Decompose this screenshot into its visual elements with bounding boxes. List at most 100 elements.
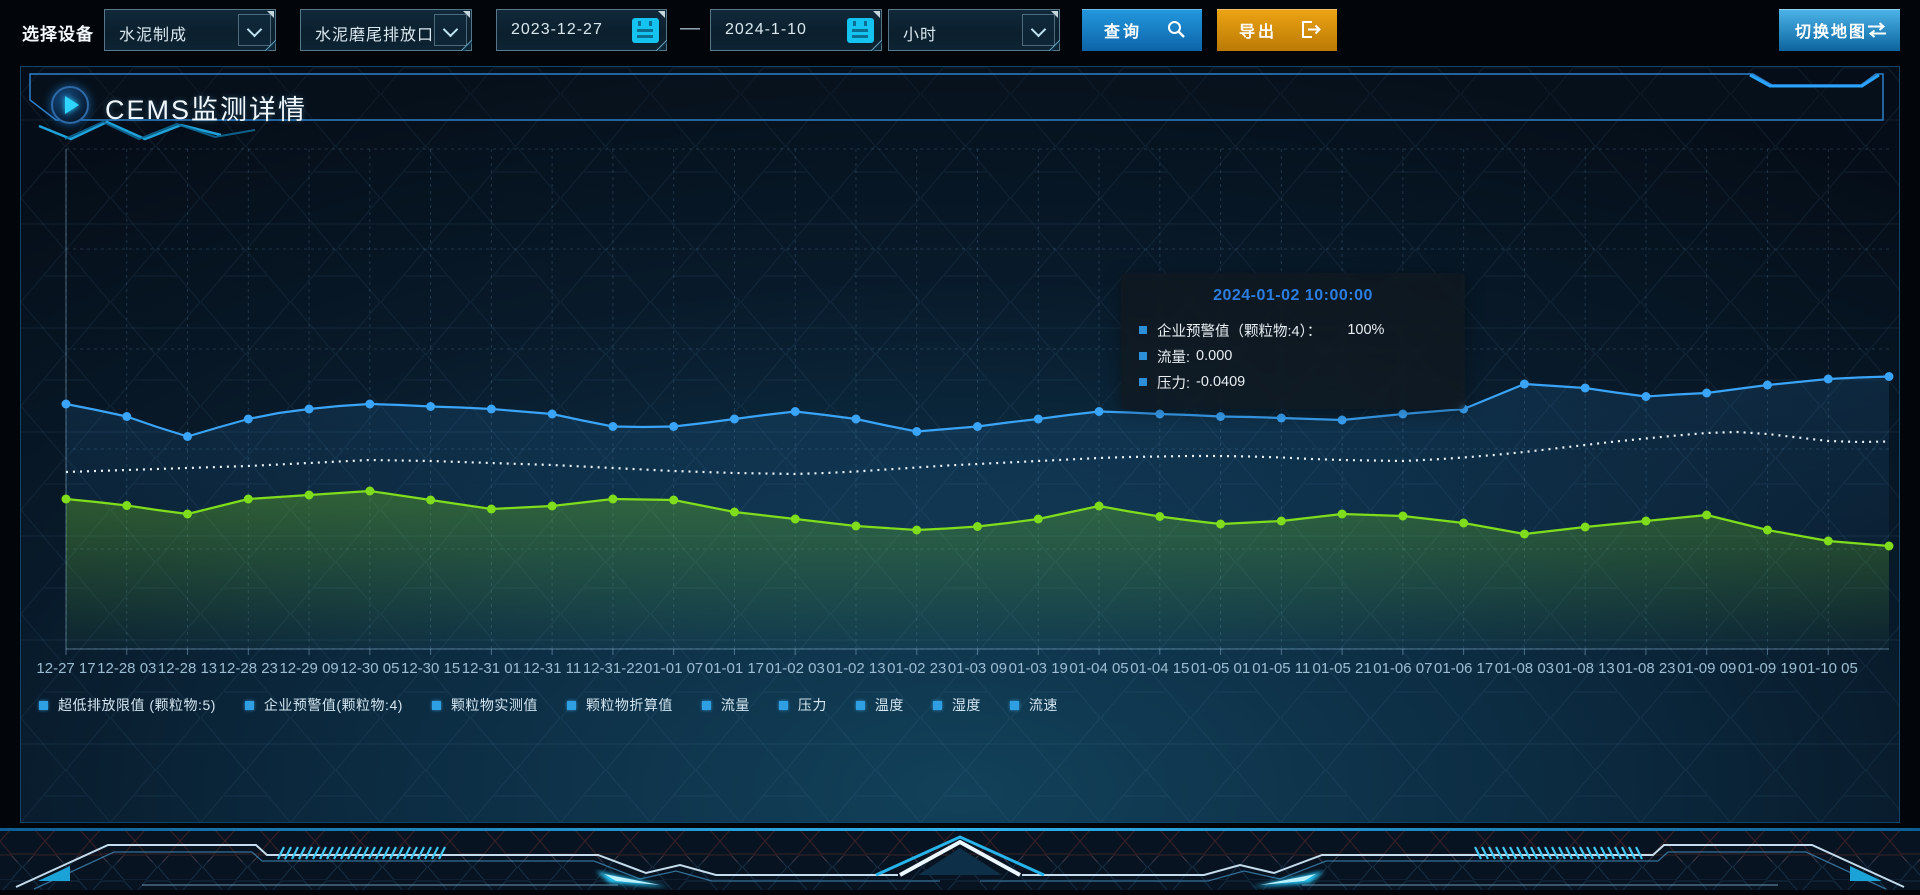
tooltip-label: 流量: xyxy=(1157,349,1191,366)
x-axis-label: 12-28 13 xyxy=(158,660,217,677)
legend-marker xyxy=(1009,700,1019,710)
switch-map-button[interactable]: 切换地图 xyxy=(1779,9,1900,51)
date-range-separator: — xyxy=(680,17,700,39)
tooltip-series-marker xyxy=(1139,378,1147,386)
chevron-down-icon[interactable] xyxy=(238,14,271,46)
play-icon[interactable] xyxy=(51,86,89,124)
x-axis-label: 01-05 01 xyxy=(1191,660,1250,677)
query-button-label: 查询 xyxy=(1104,24,1143,41)
tooltip-row: 企业预警值（颗粒物:4）： 100% xyxy=(1139,317,1447,343)
legend-label: 流量 xyxy=(720,697,750,713)
x-axis-label: 12-31 01 xyxy=(462,660,521,677)
interval-select[interactable]: 小时 xyxy=(888,9,1060,51)
legend-label: 压力 xyxy=(797,697,827,713)
x-axis-label: 12-28 23 xyxy=(219,660,278,677)
hud-border-graphic xyxy=(0,828,1920,890)
export-button-label: 导出 xyxy=(1239,24,1278,41)
device-category-select[interactable]: 水泥制成 xyxy=(104,9,276,51)
x-axis-label: 01-06 17 xyxy=(1434,660,1493,677)
legend-label: 企业预警值(颗粒物:4) xyxy=(263,697,403,713)
x-axis-label: 01-05 11 xyxy=(1252,660,1310,677)
start-date-input[interactable]: 2023-12-27 xyxy=(496,9,667,51)
swap-arrows-icon xyxy=(1866,21,1888,44)
tooltip-label: 压力: xyxy=(1157,375,1191,392)
x-axis-label: 01-01 17 xyxy=(705,660,764,677)
legend-marker xyxy=(701,700,711,710)
device-select-label: 选择设备 xyxy=(22,25,94,44)
legend-item[interactable]: 压力 xyxy=(778,695,827,715)
tooltip-series-marker xyxy=(1139,352,1147,360)
tooltip-value: 100% xyxy=(1347,322,1385,338)
x-axis-label: 01-06 07 xyxy=(1373,660,1432,677)
panel-title: CEMS监测详情 xyxy=(105,95,308,125)
tooltip-row: 流量: 0.000 xyxy=(1139,343,1447,369)
x-axis-label: 12-30 15 xyxy=(401,660,460,677)
x-axis-label: 01-03 09 xyxy=(948,660,1007,677)
chart-legend: 超低排放限值 (颗粒物:5) 企业预警值(颗粒物:4) 颗粒物实测值 颗粒物折算值 流量… xyxy=(39,695,1058,715)
x-axis-label: 12-31-22 xyxy=(583,660,643,677)
x-axis-label: 01-04 05 xyxy=(1069,660,1128,677)
start-date-value: 2023-12-27 xyxy=(511,21,603,38)
legend-marker xyxy=(855,700,865,710)
calendar-icon[interactable] xyxy=(847,17,874,49)
end-date-input[interactable]: 2024-1-10 xyxy=(710,9,882,51)
legend-item[interactable]: 流量 xyxy=(701,695,750,715)
search-icon xyxy=(1167,20,1186,44)
legend-item[interactable]: 超低排放限值 (颗粒物:5) xyxy=(39,695,216,715)
legend-marker xyxy=(932,700,942,710)
x-axis-label: 01-09 09 xyxy=(1677,660,1736,677)
chevron-down-icon[interactable] xyxy=(434,14,467,46)
line-chart[interactable]: 12-27 17 12-28 03 12-28 13 12-28 23 12-29 09… xyxy=(21,67,1899,692)
legend-item[interactable]: 颗粒物折算值 xyxy=(566,695,673,715)
x-axis-label: 01-05 21 xyxy=(1312,660,1371,677)
calendar-icon[interactable] xyxy=(632,17,659,49)
legend-marker xyxy=(431,700,441,710)
toolbar: 选择设备 水泥制成 水泥磨尾排放口 2023-12-27 — 2024-1-10… xyxy=(0,0,1920,58)
tooltip-value: -0.0409 xyxy=(1196,374,1246,390)
x-axis-label: 01-08 23 xyxy=(1616,660,1675,677)
tooltip-label: 企业预警值（颗粒物:4）： xyxy=(1157,323,1322,340)
outlet-value: 水泥磨尾排放口 xyxy=(315,27,435,44)
x-axis-label: 01-09 19 xyxy=(1738,660,1797,677)
export-button[interactable]: 导出 xyxy=(1217,9,1337,51)
x-axis-label: 12-30 05 xyxy=(340,660,399,677)
legend-item[interactable]: 流速 xyxy=(1009,695,1058,715)
x-axis-label: 12-27 17 xyxy=(36,660,95,677)
legend-item[interactable]: 颗粒物实测值 xyxy=(431,695,538,715)
legend-label: 流速 xyxy=(1028,697,1058,713)
tooltip-rows: 企业预警值（颗粒物:4）： 100% 流量: 0.000 压力: -0.0409 xyxy=(1139,317,1447,395)
x-axis-label: 01-01 07 xyxy=(644,660,703,677)
outlet-select[interactable]: 水泥磨尾排放口 xyxy=(300,9,472,51)
legend-label: 温度 xyxy=(874,697,904,713)
query-button[interactable]: 查询 xyxy=(1082,9,1202,51)
end-date-value: 2024-1-10 xyxy=(725,21,807,38)
legend-marker xyxy=(244,700,254,710)
chevron-down-icon[interactable] xyxy=(1022,14,1055,46)
legend-item[interactable]: 企业预警值(颗粒物:4) xyxy=(244,695,403,715)
legend-label: 颗粒物实测值 xyxy=(450,697,538,713)
legend-label: 颗粒物折算值 xyxy=(585,697,673,713)
legend-marker xyxy=(778,700,788,710)
x-axis-label: 12-28 03 xyxy=(97,660,156,677)
legend-item[interactable]: 湿度 xyxy=(932,695,981,715)
tooltip-timestamp: 2024-01-02 10:00:00 xyxy=(1213,287,1373,304)
x-axis-label: 01-02 03 xyxy=(766,660,825,677)
cems-panel: CEMS监测详情 12-27 17 12-28 03 12-28 13 12-28 2… xyxy=(20,66,1900,823)
x-axis-label: 12-29 09 xyxy=(279,660,338,677)
legend-item[interactable]: 温度 xyxy=(855,695,904,715)
x-axis-label: 01-04 15 xyxy=(1130,660,1189,677)
device-category-value: 水泥制成 xyxy=(119,27,188,44)
legend-label: 湿度 xyxy=(951,697,981,713)
tooltip-row: 压力: -0.0409 xyxy=(1139,369,1447,395)
legend-marker xyxy=(39,700,48,710)
export-icon xyxy=(1301,20,1321,44)
x-axis-label: 01-08 13 xyxy=(1556,660,1615,677)
switch-map-label: 切换地图 xyxy=(1795,24,1868,41)
x-axis-label: 12-31 11 xyxy=(523,660,581,677)
x-axis-label: 01-02 23 xyxy=(887,660,946,677)
x-axis-label: 01-02 13 xyxy=(826,660,885,677)
legend-label: 超低排放限值 (颗粒物:5) xyxy=(58,697,216,713)
bottom-decoration xyxy=(0,828,1920,890)
x-axis-label: 01-08 03 xyxy=(1495,660,1554,677)
x-axis-label: 01-03 19 xyxy=(1009,660,1068,677)
